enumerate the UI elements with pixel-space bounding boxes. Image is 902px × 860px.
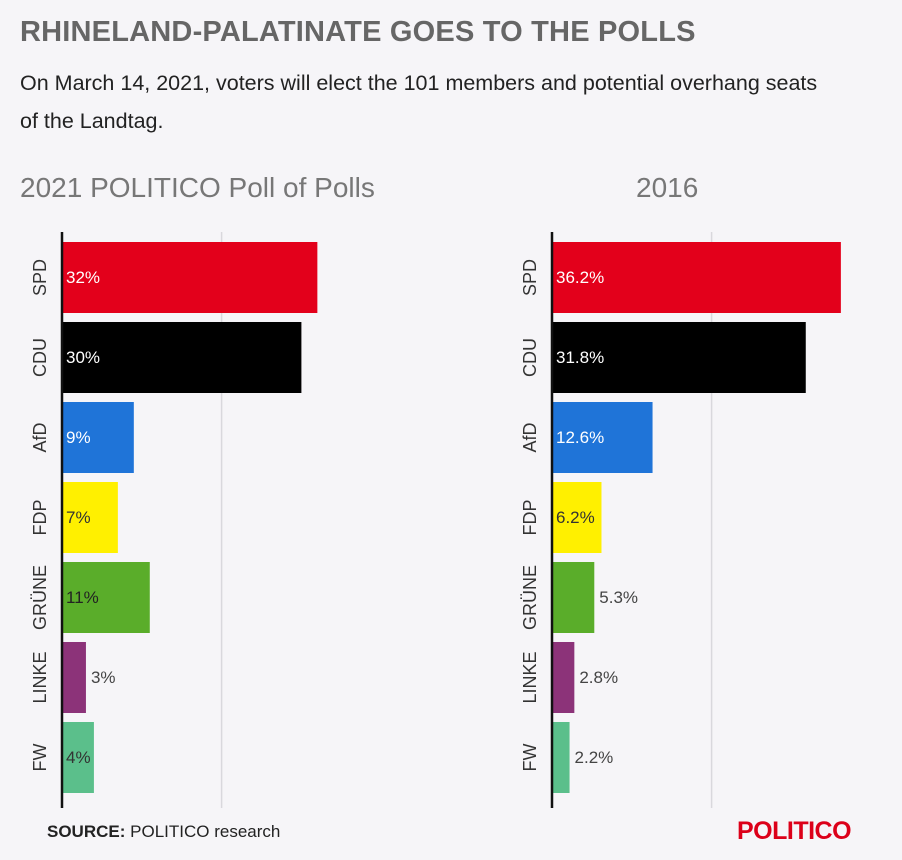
bar-fw-2 [552, 722, 570, 793]
value-label-linke-1: 3% [91, 668, 116, 687]
category-label-spd-2: SPD [520, 259, 540, 296]
category-label-cdu-1: CDU [30, 338, 50, 377]
page-subtitle: On March 14, 2021, voters will elect the… [20, 71, 818, 133]
politico-logo: POLITICO [737, 817, 852, 845]
bar-afd-2 [552, 402, 653, 473]
chart-title-poll: 2021 POLITICO Poll of Polls [20, 172, 375, 203]
category-label-fw-1: FW [30, 743, 50, 771]
category-label-grune-2: GRÜNE [520, 565, 540, 630]
value-label-afd-2: 12.6% [556, 428, 604, 447]
chart-title-2016: 2016 [636, 172, 699, 203]
value-label-cdu-2: 31.8% [556, 348, 604, 367]
category-label-afd-1: AfD [30, 422, 50, 452]
source-label: SOURCE: [47, 822, 126, 841]
bar-linke-1 [62, 642, 86, 713]
bar-spd-2 [552, 242, 841, 313]
bar-grune-1 [62, 562, 150, 633]
bar-afd-1 [62, 402, 134, 473]
category-label-spd-1: SPD [30, 259, 50, 296]
value-label-grune-2: 5.3% [599, 588, 638, 607]
bar-linke-2 [552, 642, 575, 713]
value-label-afd-1: 9% [66, 428, 91, 447]
value-label-linke-2: 2.8% [579, 668, 618, 687]
bar-fw-1 [62, 722, 94, 793]
category-label-fw-2: FW [520, 743, 540, 771]
category-label-fdp-1: FDP [30, 500, 50, 536]
value-label-fdp-2: 6.2% [556, 508, 595, 527]
bar-fdp-2 [552, 482, 602, 553]
source-note: SOURCE: POLITICO research [47, 822, 280, 842]
value-label-spd-2: 36.2% [556, 268, 604, 287]
category-label-fdp-2: FDP [520, 500, 540, 536]
bar-cdu-2 [552, 322, 806, 393]
bar-fdp-1 [62, 482, 118, 553]
category-label-linke-2: LINKE [520, 651, 540, 703]
value-label-fw-1: 4% [66, 748, 91, 767]
value-label-fdp-1: 7% [66, 508, 91, 527]
bar-spd-1 [62, 242, 318, 313]
category-label-afd-2: AfD [520, 422, 540, 452]
source-text: POLITICO research [130, 822, 281, 841]
category-label-cdu-2: CDU [520, 338, 540, 377]
value-label-spd-1: 32% [66, 268, 100, 287]
bar-grune-2 [552, 562, 595, 633]
value-label-cdu-1: 30% [66, 348, 100, 367]
value-label-grune-1: 11% [66, 588, 99, 607]
bar-cdu-1 [62, 322, 302, 393]
page-title: RHINELAND-PALATINATE GOES TO THE POLLS [20, 16, 696, 48]
category-label-grune-1: GRÜNE [30, 565, 50, 630]
value-label-fw-2: 2.2% [575, 748, 614, 767]
category-label-linke-1: LINKE [30, 651, 50, 703]
